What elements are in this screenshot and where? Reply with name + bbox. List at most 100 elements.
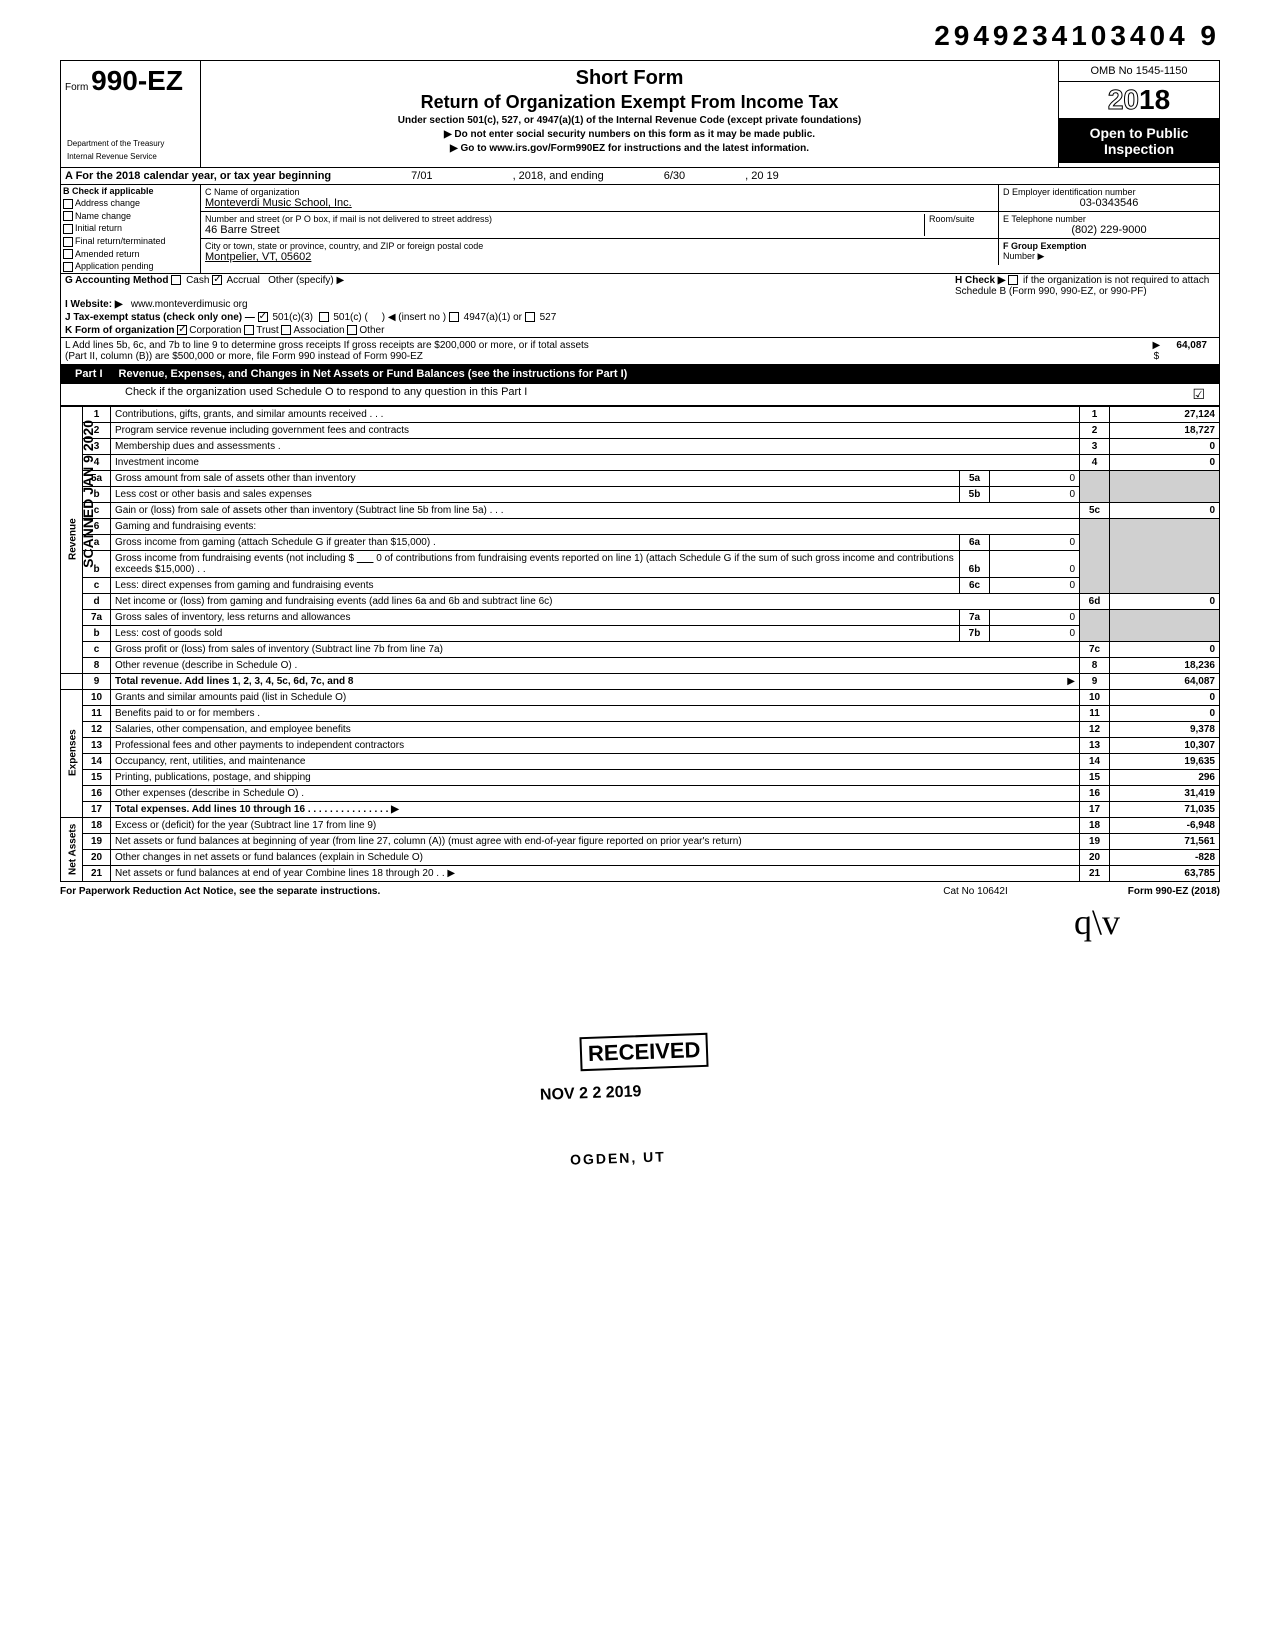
checkbox-assoc[interactable]: [281, 325, 291, 335]
checkbox-address-change[interactable]: [63, 199, 73, 209]
l7b-sc: 7b: [960, 625, 990, 641]
l6b-d1: Gross income from fundraising events (no…: [115, 553, 354, 564]
website: www.monteverdimusic org: [131, 299, 248, 310]
instruction-2: ▶ Go to www.irs.gov/Form990EZ for instru…: [209, 143, 1050, 154]
l7a-desc: Gross sales of inventory, less returns a…: [111, 609, 960, 625]
row-a-label: A For the 2018 calendar year, or tax yea…: [65, 170, 331, 182]
l19-amt: 71,561: [1110, 833, 1220, 849]
label-trust: Trust: [256, 325, 278, 336]
l6-desc: Gaming and fundraising events:: [111, 518, 1080, 534]
l13-amt: 10,307: [1110, 737, 1220, 753]
l5c-amt: 0: [1110, 502, 1220, 518]
l2-desc: Program service revenue including govern…: [111, 422, 1080, 438]
label-4947: 4947(a)(1) or: [464, 312, 522, 323]
l8-num: 8: [83, 657, 111, 673]
label-assoc: Association: [293, 325, 344, 336]
shade-5b: [1110, 470, 1220, 502]
label-corp: Corporation: [189, 325, 241, 336]
l5a-sv: 0: [990, 470, 1080, 486]
form-prefix: Form: [65, 82, 88, 93]
l20-amt: -828: [1110, 849, 1220, 865]
part-i-sub-text: Check if the organization used Schedule …: [125, 386, 527, 403]
header-right: OMB No 1545-1150 2018 Open to Public Ins…: [1059, 61, 1219, 167]
l21-amt: 63,785: [1110, 865, 1220, 881]
label-address-change: Address change: [75, 198, 140, 208]
l5b-desc: Less cost or other basis and sales expen…: [111, 486, 960, 502]
l12-amt: 9,378: [1110, 721, 1220, 737]
shade-7: [1080, 609, 1110, 641]
label-cash: Cash: [186, 275, 209, 286]
l5c-ln: 5c: [1080, 502, 1110, 518]
rows-b-through-f: B Check if applicable Address change Nam…: [60, 185, 1220, 274]
checkbox-501c[interactable]: [319, 312, 329, 322]
l6d-amt: 0: [1110, 593, 1220, 609]
col-cdef: C Name of organization Monteverdi Music …: [201, 185, 1219, 273]
open-public: Open to Public Inspection: [1059, 119, 1219, 163]
l6c-num: c: [83, 577, 111, 593]
checkbox-trust[interactable]: [244, 325, 254, 335]
l11-desc: Benefits paid to or for members .: [111, 705, 1080, 721]
side-rev-end: [61, 673, 83, 689]
checkbox-amended-return[interactable]: [63, 249, 73, 259]
checkbox-501c3[interactable]: [258, 312, 268, 322]
l17-ln: 17: [1080, 801, 1110, 817]
year-bold: 18: [1139, 84, 1170, 115]
checkbox-app-pending[interactable]: [63, 262, 73, 272]
checkbox-cash[interactable]: [171, 275, 181, 285]
checkbox-corp[interactable]: [177, 325, 187, 335]
l10-amt: 0: [1110, 689, 1220, 705]
handwritten-initials: q\v: [60, 901, 1220, 943]
checkbox-name-change[interactable]: [63, 211, 73, 221]
lines-table: Revenue 1Contributions, gifts, grants, a…: [60, 406, 1220, 882]
side-revenue: Revenue: [61, 406, 83, 673]
l2-ln: 2: [1080, 422, 1110, 438]
l16-ln: 16: [1080, 785, 1110, 801]
l16-desc: Other expenses (describe in Schedule O) …: [111, 785, 1080, 801]
l18-num: 18: [83, 817, 111, 833]
l9-arrow: ▶: [1067, 676, 1075, 687]
l13-ln: 13: [1080, 737, 1110, 753]
label-name-change: Name change: [75, 211, 131, 221]
addr-label: Number and street (or P O box, if mail i…: [205, 214, 924, 224]
checkbox-h[interactable]: [1008, 275, 1018, 285]
l7c-num: c: [83, 641, 111, 657]
l14-amt: 19,635: [1110, 753, 1220, 769]
l-amount: 64,087: [1176, 340, 1215, 362]
org-city: Montpelier, VT, 05602: [205, 251, 311, 263]
i-label: I Website: ▶: [65, 299, 123, 310]
checkbox-initial-return[interactable]: [63, 224, 73, 234]
stamp-ogden: OGDEN, UT: [570, 1148, 666, 1167]
row-l: L Add lines 5b, 6c, and 7b to line 9 to …: [60, 338, 1220, 365]
l7b-sv: 0: [990, 625, 1080, 641]
l6d-ln: 6d: [1080, 593, 1110, 609]
org-address: 46 Barre Street: [205, 224, 924, 236]
label-501c3: 501(c)(3): [272, 312, 313, 323]
form-number-value: 990-EZ: [91, 65, 183, 96]
checkbox-final-return[interactable]: [63, 237, 73, 247]
checkbox-accrual[interactable]: [212, 275, 222, 285]
l17-amt: 71,035: [1110, 801, 1220, 817]
label-527: 527: [540, 312, 557, 323]
l7b-desc: Less: cost of goods sold: [111, 625, 960, 641]
side-expenses: Expenses: [61, 689, 83, 817]
checkbox-527[interactable]: [525, 312, 535, 322]
checkbox-4947[interactable]: [449, 312, 459, 322]
l6c-sc: 6c: [960, 577, 990, 593]
instruction-1: ▶ Do not enter social security numbers o…: [209, 129, 1050, 140]
l17-d: Total expenses. Add lines 10 through 16 …: [115, 804, 399, 815]
l6a-desc: Gross income from gaming (attach Schedul…: [111, 534, 960, 550]
l5c-desc: Gain or (loss) from sale of assets other…: [111, 502, 1080, 518]
l4-ln: 4: [1080, 454, 1110, 470]
omb-number: OMB No 1545-1150: [1059, 61, 1219, 82]
phone: (802) 229-9000: [1003, 224, 1215, 236]
label-other-org: Other: [359, 325, 384, 336]
l20-desc: Other changes in net assets or fund bala…: [111, 849, 1080, 865]
l3-ln: 3: [1080, 438, 1110, 454]
checkbox-other-org[interactable]: [347, 325, 357, 335]
k-label: K Form of organization: [65, 325, 174, 336]
short-form-title: Short Form: [209, 67, 1050, 90]
form-number: Form 990-EZ: [65, 65, 196, 97]
l12-num: 12: [83, 721, 111, 737]
row-a: A For the 2018 calendar year, or tax yea…: [60, 168, 1220, 185]
part-i-header: Part I Revenue, Expenses, and Changes in…: [60, 365, 1220, 384]
